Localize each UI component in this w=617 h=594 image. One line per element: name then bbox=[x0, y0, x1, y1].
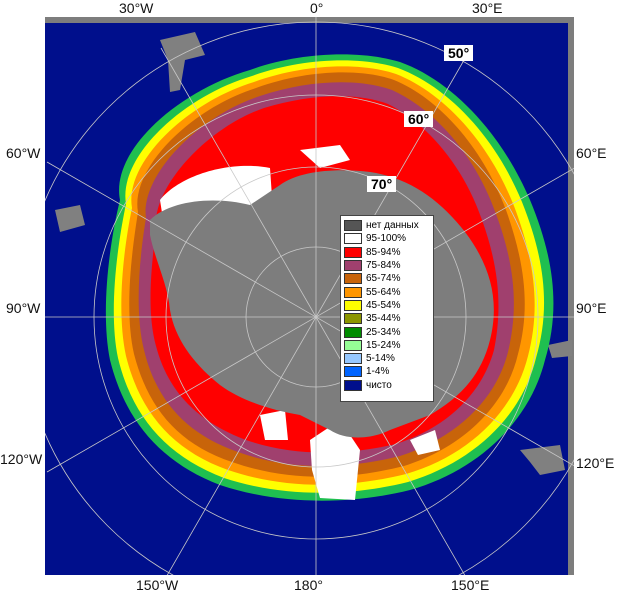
legend-item-5-14: 5-14% bbox=[344, 352, 430, 365]
sea-ice-map bbox=[45, 17, 574, 575]
legend-swatch bbox=[344, 273, 362, 285]
nodata-patch-left bbox=[55, 205, 85, 232]
legend-item-15-24: 15-24% bbox=[344, 339, 430, 352]
legend-label: 45-54% bbox=[366, 299, 401, 311]
legend-label: 55-64% bbox=[366, 286, 401, 298]
legend-label: 65-74% bbox=[366, 273, 401, 285]
legend-item-clear: чисто bbox=[344, 379, 430, 392]
legend-swatch bbox=[344, 299, 362, 311]
legend-label: 75-84% bbox=[366, 260, 401, 272]
legend-swatch bbox=[344, 379, 362, 391]
nodata-patch-top bbox=[160, 32, 205, 92]
nodata-strip bbox=[45, 17, 574, 23]
legend-label: 25-34% bbox=[366, 326, 401, 338]
legend-swatch bbox=[344, 366, 362, 378]
legend-label: 95-100% bbox=[366, 233, 407, 245]
legend-item-55-64: 55-64% bbox=[344, 285, 430, 298]
legend-label: нет данных bbox=[366, 220, 419, 232]
ice-white-1 bbox=[300, 145, 350, 168]
legend-item-35-44: 35-44% bbox=[344, 312, 430, 325]
lon-label-0-top: 0° bbox=[310, 0, 324, 16]
lon-label-120w: 120°W bbox=[0, 451, 43, 467]
legend-label: 15-24% bbox=[366, 339, 401, 351]
legend-swatch bbox=[344, 220, 362, 232]
legend-swatch bbox=[344, 313, 362, 325]
graticule bbox=[45, 17, 574, 575]
lat-label-70: 70° bbox=[367, 176, 397, 192]
legend-label: 35-44% bbox=[366, 313, 401, 325]
nodata-right-edge bbox=[568, 17, 574, 575]
legend-item-nodata: нет данных bbox=[344, 219, 430, 232]
lon-label-150w: 150°W bbox=[136, 577, 179, 593]
legend-item-25-34: 25-34% bbox=[344, 325, 430, 338]
legend-swatch bbox=[344, 326, 362, 338]
lon-label-180: 180° bbox=[294, 577, 323, 593]
lat-label-60: 60° bbox=[404, 111, 434, 127]
lon-label-90e: 90°E bbox=[576, 300, 607, 316]
legend-label: 5-14% bbox=[366, 353, 395, 365]
nodata-patch-right2 bbox=[548, 340, 572, 358]
legend-item-95-100: 95-100% bbox=[344, 232, 430, 245]
legend-swatch bbox=[344, 353, 362, 365]
lon-label-60w: 60°W bbox=[6, 145, 41, 161]
legend-swatch bbox=[344, 286, 362, 298]
legend-item-65-74: 65-74% bbox=[344, 272, 430, 285]
legend-swatch bbox=[344, 260, 362, 272]
lon-label-60e: 60°E bbox=[576, 145, 607, 161]
legend-swatch bbox=[344, 246, 362, 258]
nodata-patch-right bbox=[520, 445, 565, 475]
lon-label-30e-top: 30°E bbox=[472, 0, 503, 16]
legend-item-75-84: 75-84% bbox=[344, 259, 430, 272]
lon-label-30w-top: 30°W bbox=[119, 0, 154, 16]
lon-label-90w: 90°W bbox=[6, 300, 41, 316]
lon-label-120e: 120°E bbox=[576, 455, 615, 471]
ice-white-ross bbox=[310, 420, 360, 500]
legend-item-85-94: 85-94% bbox=[344, 246, 430, 259]
lon-label-150e: 150°E bbox=[451, 577, 490, 593]
legend-swatch bbox=[344, 339, 362, 351]
legend-label: 85-94% bbox=[366, 246, 401, 258]
lat-label-50: 50° bbox=[444, 45, 474, 61]
legend: нет данных 95-100% 85-94% 75-84% 65-74% … bbox=[340, 215, 434, 402]
legend-label: 1-4% bbox=[366, 366, 390, 378]
ice-white-4 bbox=[410, 430, 440, 455]
ice-white-3 bbox=[260, 410, 288, 440]
legend-item-1-4: 1-4% bbox=[344, 365, 430, 378]
legend-label: чисто bbox=[366, 379, 392, 391]
legend-item-45-54: 45-54% bbox=[344, 299, 430, 312]
legend-swatch bbox=[344, 233, 362, 245]
